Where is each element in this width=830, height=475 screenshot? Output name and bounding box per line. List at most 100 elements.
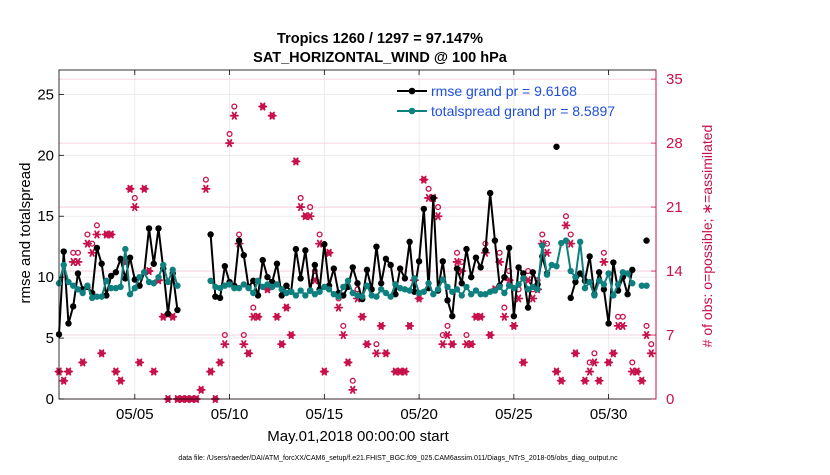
rmse-point [122, 275, 129, 282]
totalspread-point [216, 284, 224, 292]
obs-assimilated-marker [499, 312, 509, 321]
obs-assimilated-marker [267, 111, 277, 120]
totalspread-point [160, 261, 167, 269]
rmse-point [74, 270, 82, 277]
obs-assimilated-stroke [350, 385, 356, 394]
totalspread-point [614, 281, 622, 288]
right-y-tick-label: 0 [666, 391, 674, 408]
obs-assimilated-stroke [425, 193, 432, 202]
obs-assimilated-stroke [222, 340, 228, 349]
rmse-point [430, 194, 437, 202]
rmse-point [501, 273, 508, 281]
obs-assimilated-stroke [94, 230, 100, 239]
obs-assimilated-marker [371, 349, 381, 358]
obs-assimilated-stroke [449, 340, 455, 349]
obs-assimilated-stroke [378, 321, 384, 330]
totalspread-point [70, 282, 77, 289]
obs-assimilated-stroke [520, 358, 527, 367]
totalspread-point [449, 288, 456, 295]
obs-assimilated-marker [149, 367, 159, 376]
obs-possible-marker [250, 304, 257, 311]
obs-assimilated-stroke [302, 212, 309, 221]
obs-assimilated-stroke [79, 358, 86, 367]
rmse-point [529, 269, 537, 276]
rmse-point [595, 269, 603, 276]
obs-possible-marker [643, 322, 650, 329]
obs-assimilated-stroke [477, 312, 484, 321]
obs-possible-marker [74, 249, 82, 256]
obs-assimilated-stroke [591, 358, 598, 367]
totalspread-point [107, 284, 115, 292]
obs-assimilated-stroke [397, 367, 403, 376]
rmse-point [70, 303, 77, 310]
obs-assimilated-marker [476, 312, 486, 321]
obs-assimilated-stroke [643, 331, 650, 340]
obs-assimilated-stroke [487, 331, 493, 340]
totalspread-point [638, 282, 645, 289]
obs-assimilated-stroke [629, 367, 636, 376]
axis-layer: 05/05 05/10 05/15 05/20 05/25 05/30 0 5 10 15 20 25… [37, 70, 683, 423]
totalspread-point [302, 292, 309, 299]
obs-assimilated-stroke [416, 294, 422, 303]
obs-possible-marker [316, 231, 323, 238]
totalspread-point [373, 293, 380, 300]
obs-assimilated-marker [220, 340, 230, 349]
rmse-point [363, 266, 371, 274]
totalspread-point [117, 283, 124, 291]
rmse-point [302, 247, 309, 254]
totalspread-point [624, 270, 631, 277]
obs-possible-marker [619, 313, 626, 320]
totalspread-point [287, 288, 295, 295]
rmse-point [98, 260, 105, 267]
rmse-point [107, 272, 115, 280]
obs-assimilated-stroke [544, 248, 550, 257]
obs-possible-marker [463, 331, 470, 339]
obs-assimilated-marker [73, 257, 83, 266]
totalspread-point [311, 291, 319, 298]
x-tick-label: 05/05 [116, 406, 154, 423]
totalspread-point [264, 281, 271, 288]
totalspread-point [610, 292, 617, 299]
obs-assimilated-marker [357, 312, 367, 321]
totalspread-point [103, 277, 110, 285]
obs-assimilated-marker [528, 294, 538, 303]
totalspread-point [572, 273, 579, 281]
totalspread-point [79, 289, 86, 297]
rmse-point [377, 280, 385, 287]
obs-assimilated-marker [552, 367, 561, 376]
obs-assimilated-marker [556, 376, 566, 385]
totalspread-point [278, 286, 285, 293]
rmse-point [415, 258, 423, 265]
obs-assimilated-marker [82, 239, 92, 248]
legend-rmse-label: rmse grand pr = 9.6168 [431, 83, 577, 99]
obs-assimilated-marker [419, 175, 429, 184]
obs-assimilated-marker [485, 331, 495, 340]
x-tick-label: 05/15 [306, 406, 344, 423]
obs-assimilated-marker [158, 312, 168, 321]
totalspread-point [60, 261, 67, 269]
totalspread-point [439, 276, 446, 283]
rmse-point [468, 273, 475, 281]
obs-assimilated-marker [253, 312, 263, 321]
rmse-point [520, 270, 527, 277]
totalspread-point [74, 286, 82, 293]
rmse-point [605, 320, 612, 327]
obs-assimilated-stroke [563, 221, 569, 230]
obs-assimilated-marker [414, 294, 424, 303]
obs-possible-marker [349, 377, 356, 384]
rmse-point [392, 291, 399, 298]
obs-assimilated-stroke [245, 349, 252, 358]
obs-assimilated-stroke [582, 376, 588, 385]
obs-assimilated-stroke [198, 385, 204, 394]
obs-assimilated-stroke [601, 257, 607, 266]
obs-assimilated-marker [92, 230, 102, 239]
obs-assimilated-stroke [288, 331, 294, 340]
rmse-point [486, 189, 494, 197]
obs-assimilated-marker [642, 331, 652, 340]
rmse-point [586, 253, 593, 260]
totalspread-point [231, 284, 238, 292]
totalspread-point [382, 289, 390, 297]
totalspread-point [306, 287, 314, 294]
obs-assimilated-marker [400, 367, 410, 376]
totalspread-point [472, 287, 480, 294]
